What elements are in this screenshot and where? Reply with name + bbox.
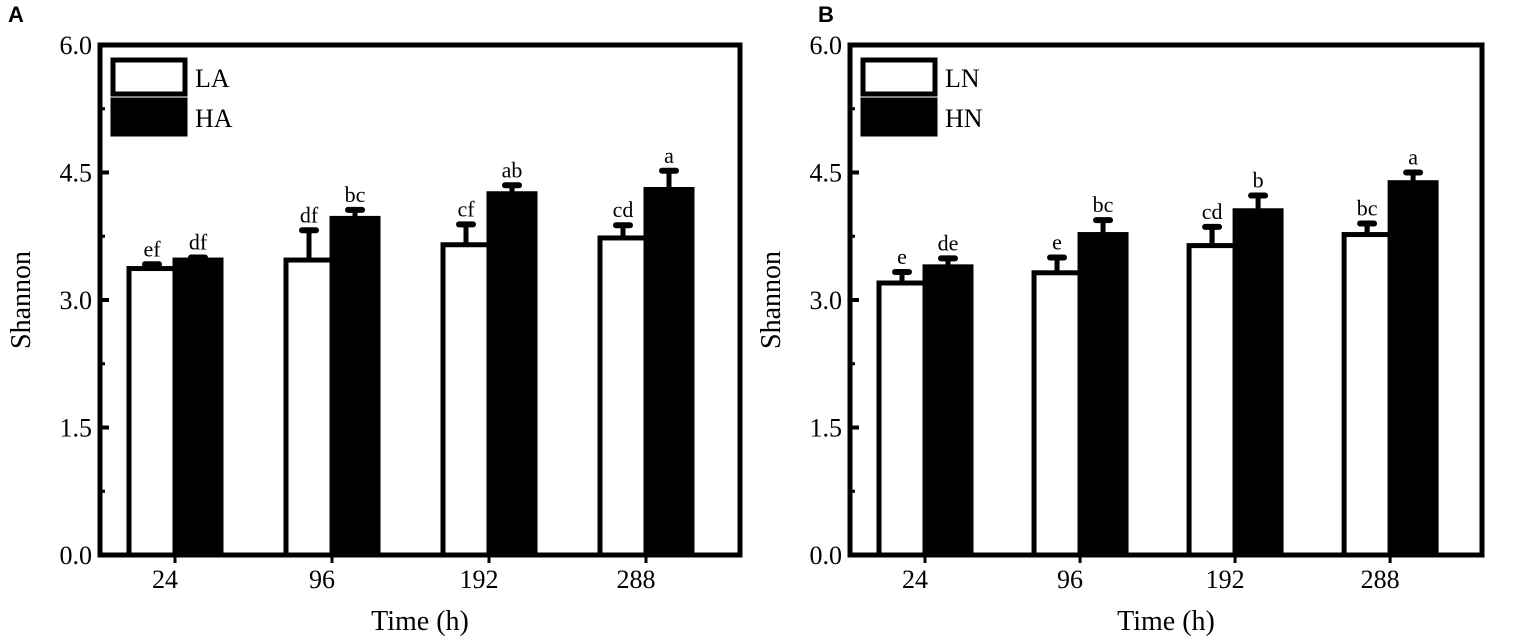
y-tick-label: 1.5 [60, 414, 93, 443]
legend-swatch-la [110, 57, 188, 97]
significance-label: cd [613, 197, 634, 222]
bar-hn [1077, 232, 1129, 558]
bar-ln [876, 280, 928, 558]
bar-ln [1341, 232, 1393, 558]
legend-label: LA [195, 64, 230, 93]
panel-label: A [8, 2, 24, 27]
y-tick-label: 4.5 [60, 159, 93, 188]
x-tick-label: 288 [617, 565, 656, 594]
bar-ha [643, 187, 695, 558]
bar-la [597, 235, 649, 558]
bar-hn [922, 264, 974, 558]
legend-label: LN [945, 64, 980, 93]
bar-la [440, 242, 492, 558]
significance-label: bc [345, 182, 366, 207]
bar-ln [1186, 243, 1238, 558]
significance-label: a [1408, 145, 1418, 170]
y-tick-label: 4.5 [810, 159, 843, 188]
x-axis-label: Time (h) [371, 606, 469, 637]
significance-label: b [1253, 167, 1264, 192]
x-tick-label: 192 [1206, 565, 1245, 594]
legend-swatch-ha [110, 97, 188, 137]
bar-la [283, 257, 335, 558]
y-tick-label: 3.0 [810, 286, 843, 315]
legend-label: HA [195, 104, 233, 133]
plot-frame [97, 42, 743, 558]
y-tick-label: 6.0 [60, 31, 93, 60]
bar-hn [1232, 208, 1284, 558]
x-tick-label: 96 [1057, 565, 1083, 594]
bar-ha [329, 215, 381, 558]
y-tick-label: 3.0 [60, 286, 93, 315]
y-tick-label: 1.5 [810, 414, 843, 443]
significance-label: a [664, 143, 674, 168]
legend-swatch-hn [860, 97, 938, 137]
significance-label: df [189, 230, 208, 255]
legend-swatch-ln [860, 57, 938, 97]
significance-label: ef [143, 236, 161, 261]
plot-frame [847, 42, 1485, 558]
significance-label: e [1052, 230, 1062, 255]
significance-label: bc [1093, 192, 1114, 217]
x-tick-label: 192 [460, 565, 499, 594]
bar-ha [486, 191, 538, 558]
y-tick-label: 6.0 [810, 31, 843, 60]
x-tick-label: 24 [902, 565, 928, 594]
significance-label: cf [457, 196, 475, 221]
x-tick-label: 96 [309, 565, 335, 594]
significance-label: df [300, 202, 319, 227]
y-axis-label: Shannon [756, 251, 787, 349]
y-tick-label: 0.0 [60, 541, 93, 570]
panel-label: B [818, 2, 834, 27]
significance-label: e [897, 244, 907, 269]
x-tick-label: 24 [152, 565, 178, 594]
bar-hn [1387, 180, 1439, 558]
y-tick-label: 0.0 [810, 541, 843, 570]
x-tick-label: 288 [1361, 565, 1400, 594]
panel-b: B 0.0 1.5 3.0 4.5 6.0 24 e de 96 e bc 192 cd b 288 bc a LN… [756, 2, 1485, 637]
bar-ha [172, 257, 224, 558]
y-axis-label: Shannon [6, 251, 37, 349]
significance-label: de [938, 230, 959, 255]
significance-label: cd [1202, 199, 1223, 224]
x-axis-label: Time (h) [1117, 606, 1215, 637]
panel-a: A 0.0 1.5 3.0 4.5 6.0 24 ef df 96 df bc 192 cf ab 288 cd… [6, 2, 743, 637]
significance-label: ab [502, 157, 523, 182]
significance-label: bc [1357, 196, 1378, 221]
bar-la [126, 266, 178, 558]
legend-label: HN [945, 104, 983, 133]
bar-ln [1031, 270, 1083, 558]
